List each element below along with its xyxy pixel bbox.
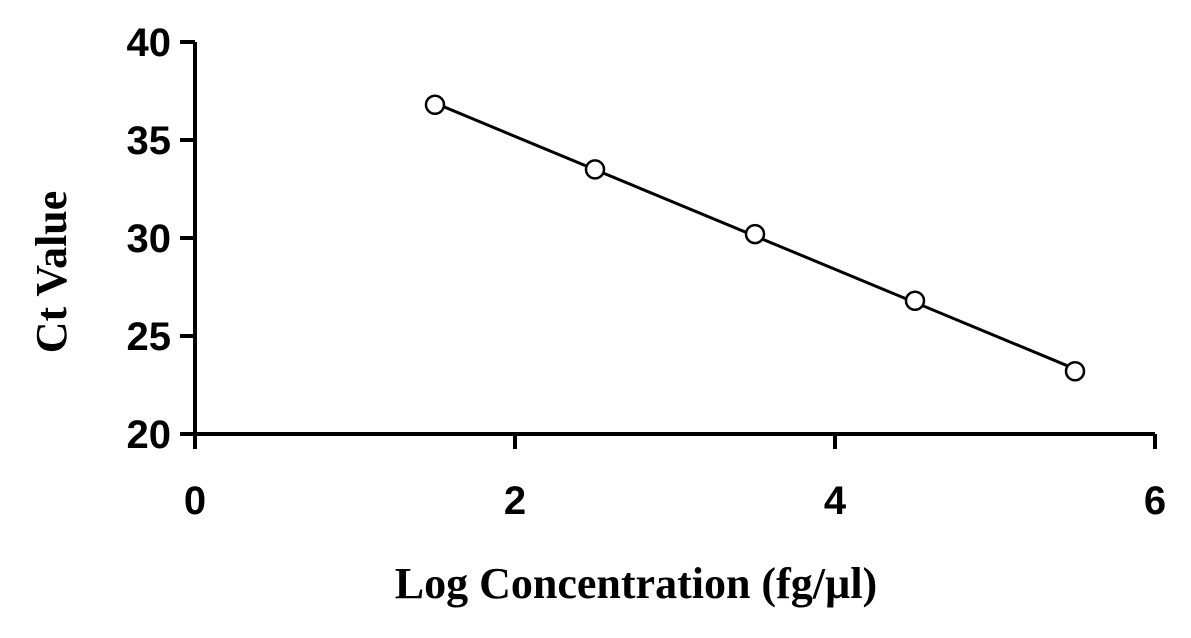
y-tick-label: 25 [127, 315, 172, 359]
x-axis-ticks: 0 2 4 6 [184, 434, 1166, 523]
y-tick-label: 30 [127, 217, 172, 261]
x-tick-label: 0 [184, 479, 206, 523]
x-tick-label: 4 [824, 479, 847, 523]
data-point [584, 159, 606, 180]
data-point [904, 290, 926, 311]
y-tick-label: 40 [127, 21, 172, 65]
axes [193, 42, 1155, 436]
data-point [1064, 361, 1086, 382]
y-tick-label: 35 [127, 119, 172, 163]
data-point [744, 223, 766, 245]
y-axis-ticks: 20 25 30 35 40 [127, 21, 195, 457]
x-tick-label: 2 [504, 479, 526, 523]
y-axis-title: Ct Value [27, 191, 76, 354]
plot-area [424, 94, 1086, 382]
data-point [424, 94, 446, 115]
x-axis-title: Log Concentration (fg/µl) [395, 559, 877, 608]
x-tick-label: 6 [1144, 479, 1166, 523]
y-tick-label: 20 [127, 413, 172, 457]
